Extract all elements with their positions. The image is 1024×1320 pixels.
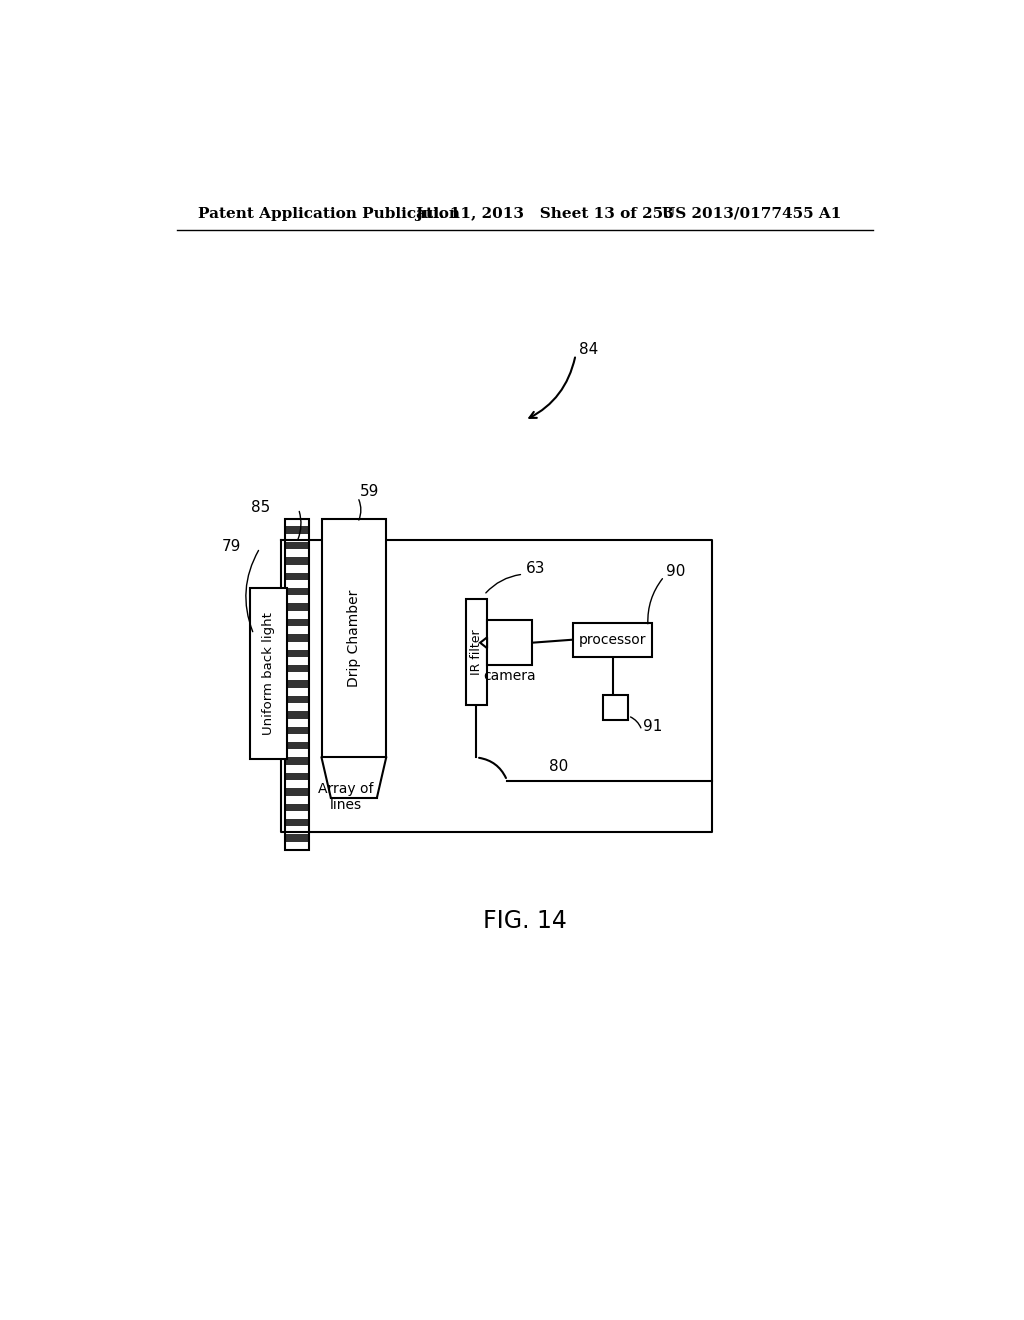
Polygon shape [322,758,386,797]
Text: IR filter: IR filter [470,630,482,675]
Bar [285,543,309,549]
Bar [285,627,309,634]
Bar [285,573,309,579]
Bar [285,834,309,842]
Text: 79: 79 [221,539,241,554]
Text: Jul. 11, 2013   Sheet 13 of 253: Jul. 11, 2013 Sheet 13 of 253 [416,207,674,220]
Text: Patent Application Publication: Patent Application Publication [199,207,461,220]
Bar [285,696,309,704]
Bar [285,603,309,611]
Bar [285,818,309,826]
Text: FIG. 14: FIG. 14 [483,908,566,933]
Bar [573,623,652,656]
Text: Drip Chamber: Drip Chamber [347,590,360,686]
Bar [285,704,309,711]
Bar [285,681,309,688]
Bar [285,589,309,595]
Bar [285,804,309,810]
Text: processor: processor [579,632,646,647]
Bar [250,589,287,759]
Bar [285,619,309,626]
Bar [285,527,309,533]
Bar [285,688,309,696]
Bar [285,812,309,818]
Text: 84: 84 [580,342,599,356]
Bar [285,796,309,804]
Bar [285,581,309,587]
Bar [285,719,309,726]
Text: 63: 63 [525,561,545,576]
Bar [487,620,531,665]
Text: 91: 91 [643,719,662,734]
Bar [466,599,487,705]
Bar [285,642,309,649]
Bar [285,535,309,541]
Bar [285,549,309,557]
Text: 90: 90 [666,565,685,579]
Bar [285,635,309,642]
Bar [285,842,309,850]
Text: Array of
lines: Array of lines [318,781,374,812]
Bar [285,611,309,619]
Polygon shape [480,638,487,648]
Text: camera: camera [483,669,536,682]
Bar [285,780,309,788]
Bar [285,519,309,850]
Bar [285,734,309,742]
Bar [285,519,309,527]
Bar [285,665,309,672]
Text: 80: 80 [549,759,568,775]
Bar [285,595,309,603]
Bar [285,750,309,758]
Bar [285,649,309,657]
Bar [285,774,309,780]
Text: 85: 85 [252,500,270,515]
Bar [285,565,309,573]
Bar [285,758,309,764]
Bar [285,742,309,750]
Bar [285,673,309,680]
Text: Uniform back light: Uniform back light [262,612,274,735]
Text: US 2013/0177455 A1: US 2013/0177455 A1 [662,207,842,220]
Bar [322,519,386,758]
Bar [285,557,309,565]
Bar [285,657,309,665]
Bar [285,826,309,834]
Text: 59: 59 [360,484,380,499]
Bar [285,766,309,772]
Bar [285,726,309,734]
Bar [285,711,309,718]
Bar [285,788,309,796]
Bar [603,696,628,719]
